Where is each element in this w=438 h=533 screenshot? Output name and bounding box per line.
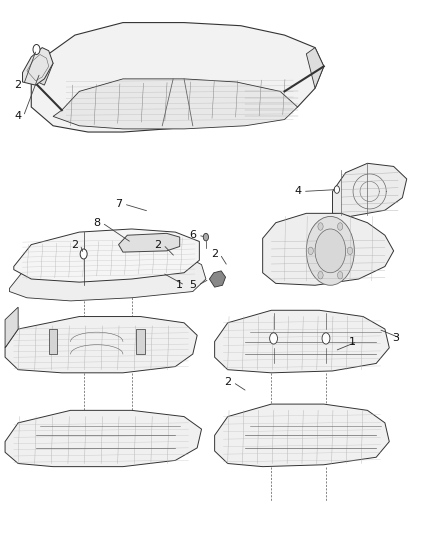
Polygon shape: [306, 47, 324, 88]
Text: 7: 7: [115, 199, 122, 209]
Text: 5: 5: [189, 280, 196, 290]
Text: 3: 3: [392, 334, 399, 343]
Circle shape: [338, 271, 343, 279]
Text: 2: 2: [154, 240, 162, 249]
Polygon shape: [31, 57, 53, 85]
Circle shape: [270, 333, 278, 344]
Circle shape: [322, 333, 330, 344]
Circle shape: [80, 249, 87, 259]
Circle shape: [203, 233, 208, 241]
Polygon shape: [14, 229, 199, 282]
Circle shape: [334, 186, 339, 193]
Polygon shape: [215, 404, 389, 466]
Polygon shape: [332, 163, 407, 216]
Polygon shape: [22, 47, 53, 85]
Circle shape: [318, 223, 323, 230]
Polygon shape: [53, 79, 297, 129]
Polygon shape: [119, 233, 180, 252]
Polygon shape: [5, 410, 201, 466]
Polygon shape: [10, 251, 206, 301]
Circle shape: [315, 229, 346, 273]
Polygon shape: [5, 317, 197, 373]
Text: 2: 2: [211, 249, 218, 259]
Polygon shape: [209, 271, 226, 287]
Polygon shape: [5, 307, 18, 348]
Bar: [136, 329, 145, 354]
Text: 2: 2: [71, 240, 78, 249]
Text: 6: 6: [189, 230, 196, 240]
Circle shape: [306, 216, 354, 285]
Circle shape: [338, 223, 343, 230]
Text: 2: 2: [224, 377, 231, 387]
Circle shape: [33, 44, 40, 54]
Text: 1: 1: [349, 336, 356, 346]
Circle shape: [347, 247, 353, 255]
Text: 1: 1: [176, 280, 183, 290]
Polygon shape: [31, 22, 324, 132]
Text: 4: 4: [294, 187, 301, 197]
Polygon shape: [263, 213, 394, 285]
Bar: [49, 329, 57, 354]
Text: 2: 2: [14, 80, 22, 90]
Circle shape: [308, 247, 313, 255]
Circle shape: [318, 271, 323, 279]
Text: 4: 4: [14, 111, 22, 122]
Polygon shape: [215, 310, 389, 373]
Text: 8: 8: [93, 217, 100, 228]
